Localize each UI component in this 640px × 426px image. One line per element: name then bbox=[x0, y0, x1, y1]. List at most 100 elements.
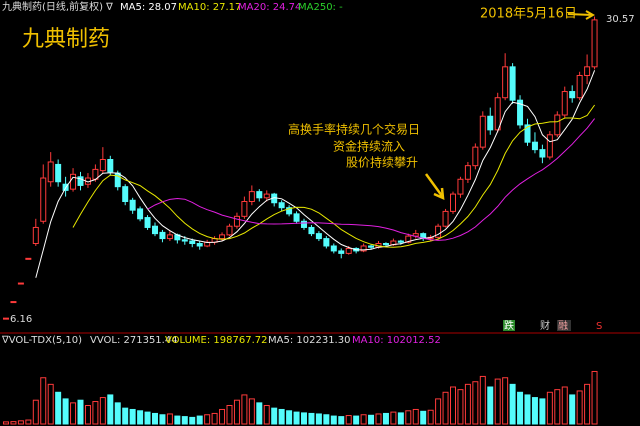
candle-body bbox=[137, 208, 144, 220]
volume-bar bbox=[338, 416, 345, 425]
candle-body bbox=[278, 202, 285, 209]
candle-body bbox=[524, 124, 531, 143]
candle-body bbox=[166, 234, 173, 240]
candle-body bbox=[502, 66, 509, 99]
candle-body bbox=[591, 19, 598, 68]
volume-bar bbox=[248, 398, 255, 425]
volume-bar bbox=[219, 408, 226, 425]
candle-body bbox=[40, 177, 47, 222]
volume-bar bbox=[576, 390, 583, 425]
volume-bar bbox=[368, 414, 375, 425]
volume-bar bbox=[92, 401, 99, 425]
candle-body bbox=[286, 207, 293, 215]
volume-bar bbox=[382, 412, 389, 425]
candle-body bbox=[345, 247, 352, 254]
volume-bar bbox=[181, 416, 188, 425]
volume-bar bbox=[25, 419, 32, 425]
candle-body bbox=[70, 173, 77, 190]
volume-bar bbox=[152, 412, 158, 425]
candle-body bbox=[479, 115, 486, 148]
volume-bar bbox=[584, 383, 591, 425]
candle-body bbox=[181, 239, 188, 242]
volume-bar bbox=[554, 389, 561, 425]
volume-bar bbox=[450, 386, 456, 425]
candle-body bbox=[546, 134, 553, 158]
candle-body bbox=[494, 97, 501, 131]
candle-body bbox=[99, 158, 106, 172]
volume-bar bbox=[323, 414, 330, 425]
volume-bar bbox=[122, 407, 129, 425]
volume-bar bbox=[301, 412, 307, 425]
volume-bar bbox=[487, 386, 494, 425]
candle-body bbox=[509, 66, 516, 101]
candle-body bbox=[17, 282, 24, 285]
candle-body bbox=[25, 257, 32, 260]
volume-bar bbox=[84, 405, 91, 425]
volume-bar bbox=[442, 391, 449, 425]
volume-bar bbox=[32, 399, 39, 425]
badge-label: 财 bbox=[540, 319, 550, 332]
volume-bar bbox=[62, 398, 69, 425]
volume-bar bbox=[308, 412, 315, 425]
candle-body bbox=[114, 172, 121, 188]
volume-bar bbox=[569, 394, 576, 425]
candle-body bbox=[323, 238, 330, 247]
note: 股价持续攀升 bbox=[346, 155, 418, 170]
volume-bar bbox=[196, 415, 203, 425]
candle-body bbox=[442, 210, 449, 227]
candle-body bbox=[464, 165, 471, 180]
badge-label: 融 bbox=[558, 320, 568, 332]
candle-body bbox=[3, 317, 9, 320]
volume-bar bbox=[457, 389, 464, 425]
ma-label: MA20: 24.74 bbox=[238, 2, 301, 13]
candle-body bbox=[561, 91, 568, 116]
volume-bar bbox=[353, 415, 360, 425]
candle-body bbox=[159, 231, 166, 240]
candle-body bbox=[241, 201, 248, 217]
volume-bar bbox=[256, 402, 263, 425]
candle-body bbox=[576, 74, 583, 99]
candle-body bbox=[226, 225, 233, 236]
ma-label: MA5: 28.07 bbox=[120, 2, 177, 13]
volume-bar bbox=[107, 394, 114, 425]
candle-body bbox=[233, 215, 240, 227]
volume-bar bbox=[114, 402, 121, 425]
candle-body bbox=[263, 193, 270, 199]
ma-label: MA250: - bbox=[298, 2, 343, 13]
volume-bar bbox=[420, 410, 427, 425]
volume-bar bbox=[427, 409, 434, 425]
candle-body bbox=[360, 245, 367, 252]
volume-bar bbox=[129, 408, 136, 425]
candle-body bbox=[308, 226, 315, 235]
chart-title: 九典制药 bbox=[22, 27, 110, 52]
candle-body bbox=[256, 191, 263, 199]
candle-body bbox=[248, 191, 255, 203]
volume-bar bbox=[241, 394, 248, 425]
candle-body bbox=[301, 220, 307, 228]
volume-bar bbox=[137, 410, 144, 425]
volume-bar bbox=[435, 398, 442, 425]
candle-body bbox=[47, 161, 54, 183]
badge bbox=[503, 320, 515, 331]
volume-bar bbox=[330, 415, 337, 425]
badge bbox=[557, 320, 571, 331]
volume-bar bbox=[479, 375, 486, 425]
vol-header: VVOL: 271351.44 bbox=[90, 335, 178, 346]
volume-bar bbox=[494, 378, 501, 425]
volume-bar bbox=[502, 377, 509, 425]
candle-body bbox=[10, 301, 17, 304]
volume-bar bbox=[524, 394, 531, 425]
candle-body bbox=[32, 226, 39, 245]
candle-body bbox=[77, 176, 84, 186]
volume-bar bbox=[211, 412, 218, 425]
note: 资金持续流入 bbox=[333, 139, 405, 154]
volume-bar bbox=[70, 402, 77, 425]
candle-body bbox=[293, 213, 300, 222]
badge-label: 跌 bbox=[504, 319, 514, 332]
ma-label: MA10: 27.17 bbox=[178, 2, 241, 13]
candle-body bbox=[189, 240, 196, 245]
volume-bar bbox=[561, 386, 568, 425]
volume-bar bbox=[345, 415, 352, 425]
candle-body bbox=[397, 240, 404, 243]
